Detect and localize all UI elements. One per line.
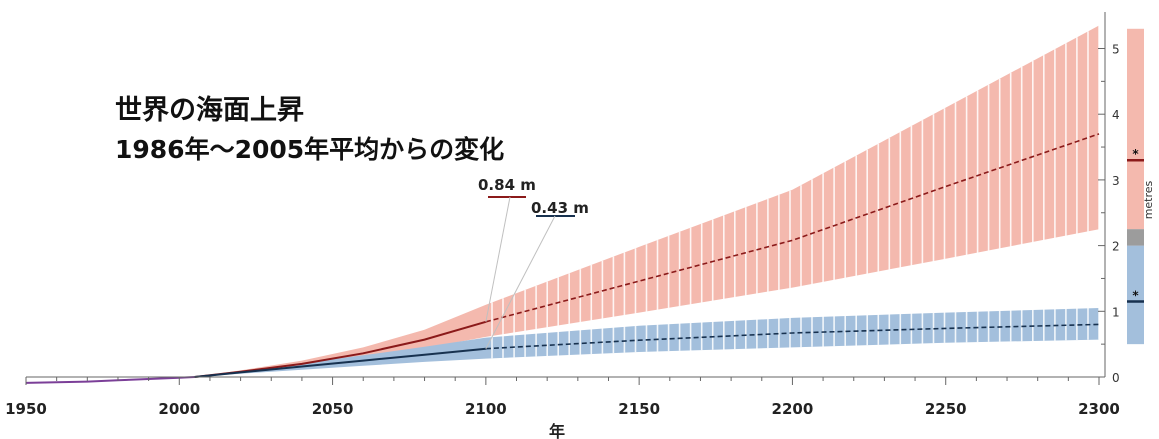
high-range-bar — [1127, 28, 1144, 230]
y-tick-label: 5 — [1112, 43, 1120, 57]
x-tick-label: 2000 — [158, 400, 200, 418]
chart-subtitle: 1986年～2005年平均からの変化 — [115, 135, 505, 164]
x-tick-label: 2200 — [772, 400, 814, 418]
chart-title: 世界の海面上昇 — [115, 95, 304, 126]
axes: 1950 2000 2050 2100 2150 2200 2250 2300 年 0 1 2 3 4 5 m… — [5, 12, 1155, 439]
low-range-bar — [1127, 245, 1144, 345]
annotation-low: 0.43 m — [531, 199, 589, 217]
low-median-marker: * — [1132, 288, 1139, 302]
y-tick-label: 3 — [1112, 174, 1120, 188]
y-axis-label: metres — [1142, 180, 1155, 219]
side-range-bars: ** — [1127, 28, 1144, 345]
x-tick-label: 2100 — [465, 400, 507, 418]
x-tick-label: 2150 — [618, 400, 660, 418]
high-median-marker: * — [1132, 147, 1139, 161]
y-tick-label: 4 — [1112, 108, 1120, 122]
band-stripes — [491, 25, 1100, 359]
low-line-extended — [485, 323, 1100, 350]
annotation-low-leader — [485, 215, 556, 349]
annotation-high: 0.84 m — [478, 176, 536, 194]
low-line — [194, 347, 486, 378]
x-tick-label: 2300 — [1078, 400, 1120, 418]
annotation-high-leader — [485, 196, 511, 322]
historical-line — [25, 376, 195, 384]
y-tick-label: 2 — [1112, 240, 1120, 254]
y-tick-label: 0 — [1112, 371, 1120, 385]
high-line-extended — [485, 133, 1100, 323]
x-tick-label: 2050 — [312, 400, 354, 418]
x-axis-label: 年 — [549, 422, 565, 439]
x-tick-label: 2250 — [925, 400, 967, 418]
annotation-leaders — [485, 196, 575, 349]
x-tick-label: 1950 — [5, 400, 47, 418]
y-tick-label: 1 — [1112, 305, 1120, 319]
overlap-range-bar — [1127, 229, 1144, 246]
